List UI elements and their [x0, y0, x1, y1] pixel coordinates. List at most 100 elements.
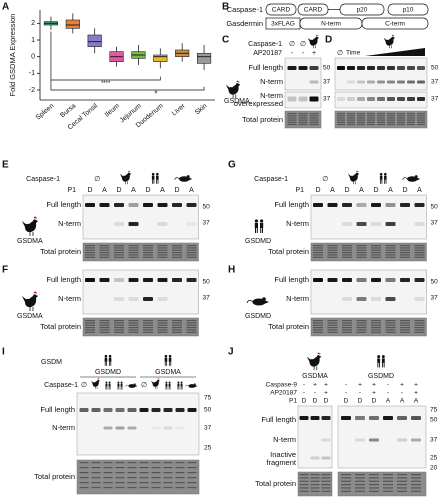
band	[172, 324, 182, 326]
band	[313, 327, 323, 329]
band	[342, 322, 352, 324]
band	[369, 484, 379, 486]
label: D	[116, 187, 121, 194]
shape	[106, 361, 108, 366]
shape	[180, 383, 183, 387]
shape	[29, 232, 34, 236]
band	[151, 487, 161, 489]
label: D	[145, 187, 150, 194]
mw-marker: 37	[323, 79, 331, 86]
label: A	[189, 187, 194, 194]
band	[127, 462, 137, 464]
band	[91, 467, 101, 469]
bracket	[50, 31, 161, 81]
band	[337, 115, 345, 117]
shape	[262, 228, 263, 233]
band	[151, 472, 161, 474]
band	[377, 97, 385, 101]
band	[387, 117, 395, 119]
band	[186, 254, 197, 256]
band	[287, 66, 297, 70]
mw-marker: 37	[431, 96, 439, 103]
band	[99, 249, 110, 251]
band	[356, 331, 367, 333]
panel-label: C	[222, 35, 229, 46]
shape	[164, 361, 166, 366]
band	[128, 278, 139, 282]
band	[139, 467, 149, 469]
shape	[174, 177, 180, 180]
band	[383, 477, 393, 479]
band	[400, 245, 410, 247]
panel-label: H	[228, 265, 235, 276]
label: -	[302, 50, 305, 57]
mw-marker: 37	[430, 437, 438, 444]
band	[327, 245, 338, 247]
icon	[383, 34, 395, 49]
shape	[33, 216, 37, 219]
shape	[165, 386, 167, 390]
band	[175, 408, 185, 412]
band	[139, 482, 149, 484]
band	[407, 121, 415, 123]
band	[313, 203, 323, 207]
band	[298, 119, 308, 121]
band	[371, 324, 381, 326]
band	[397, 480, 407, 482]
band	[143, 331, 153, 333]
mw-marker: 50	[323, 65, 331, 72]
label: D	[372, 398, 377, 405]
band	[99, 329, 110, 331]
band	[157, 245, 168, 247]
shape	[95, 386, 98, 389]
band	[355, 477, 365, 479]
icon	[125, 383, 138, 388]
band	[128, 256, 139, 258]
shape	[91, 379, 100, 387]
shape	[262, 297, 266, 301]
band	[377, 121, 385, 123]
band	[103, 462, 113, 464]
band	[414, 329, 425, 331]
band	[341, 487, 351, 489]
shape	[384, 175, 387, 180]
band	[417, 123, 425, 126]
domain-label: 3xFLAG	[271, 21, 295, 28]
band	[414, 324, 425, 326]
band	[417, 115, 425, 117]
shape	[179, 176, 190, 182]
shape	[377, 355, 381, 359]
label: +	[324, 390, 328, 397]
shape	[120, 381, 123, 384]
band	[397, 80, 405, 84]
band	[157, 254, 168, 256]
shape	[186, 175, 190, 179]
band	[313, 331, 323, 333]
shape	[109, 386, 111, 390]
band	[400, 324, 410, 326]
mw-marker: 37	[431, 79, 439, 86]
band	[369, 416, 379, 420]
band	[371, 278, 381, 282]
band	[143, 297, 153, 301]
shape	[105, 381, 108, 384]
label: D	[302, 398, 307, 405]
mw-marker: 37	[431, 220, 439, 227]
band	[186, 247, 197, 249]
band	[397, 66, 405, 70]
band	[355, 416, 365, 420]
band	[157, 203, 168, 207]
band	[172, 203, 182, 207]
blot	[76, 392, 200, 456]
band	[327, 252, 338, 254]
shape	[225, 82, 241, 95]
band	[287, 96, 297, 102]
shape	[306, 354, 322, 367]
band	[143, 252, 153, 254]
band	[115, 408, 125, 412]
band	[400, 247, 410, 249]
shape	[169, 386, 171, 390]
shape	[151, 172, 155, 176]
band	[417, 80, 425, 84]
band	[313, 252, 323, 254]
